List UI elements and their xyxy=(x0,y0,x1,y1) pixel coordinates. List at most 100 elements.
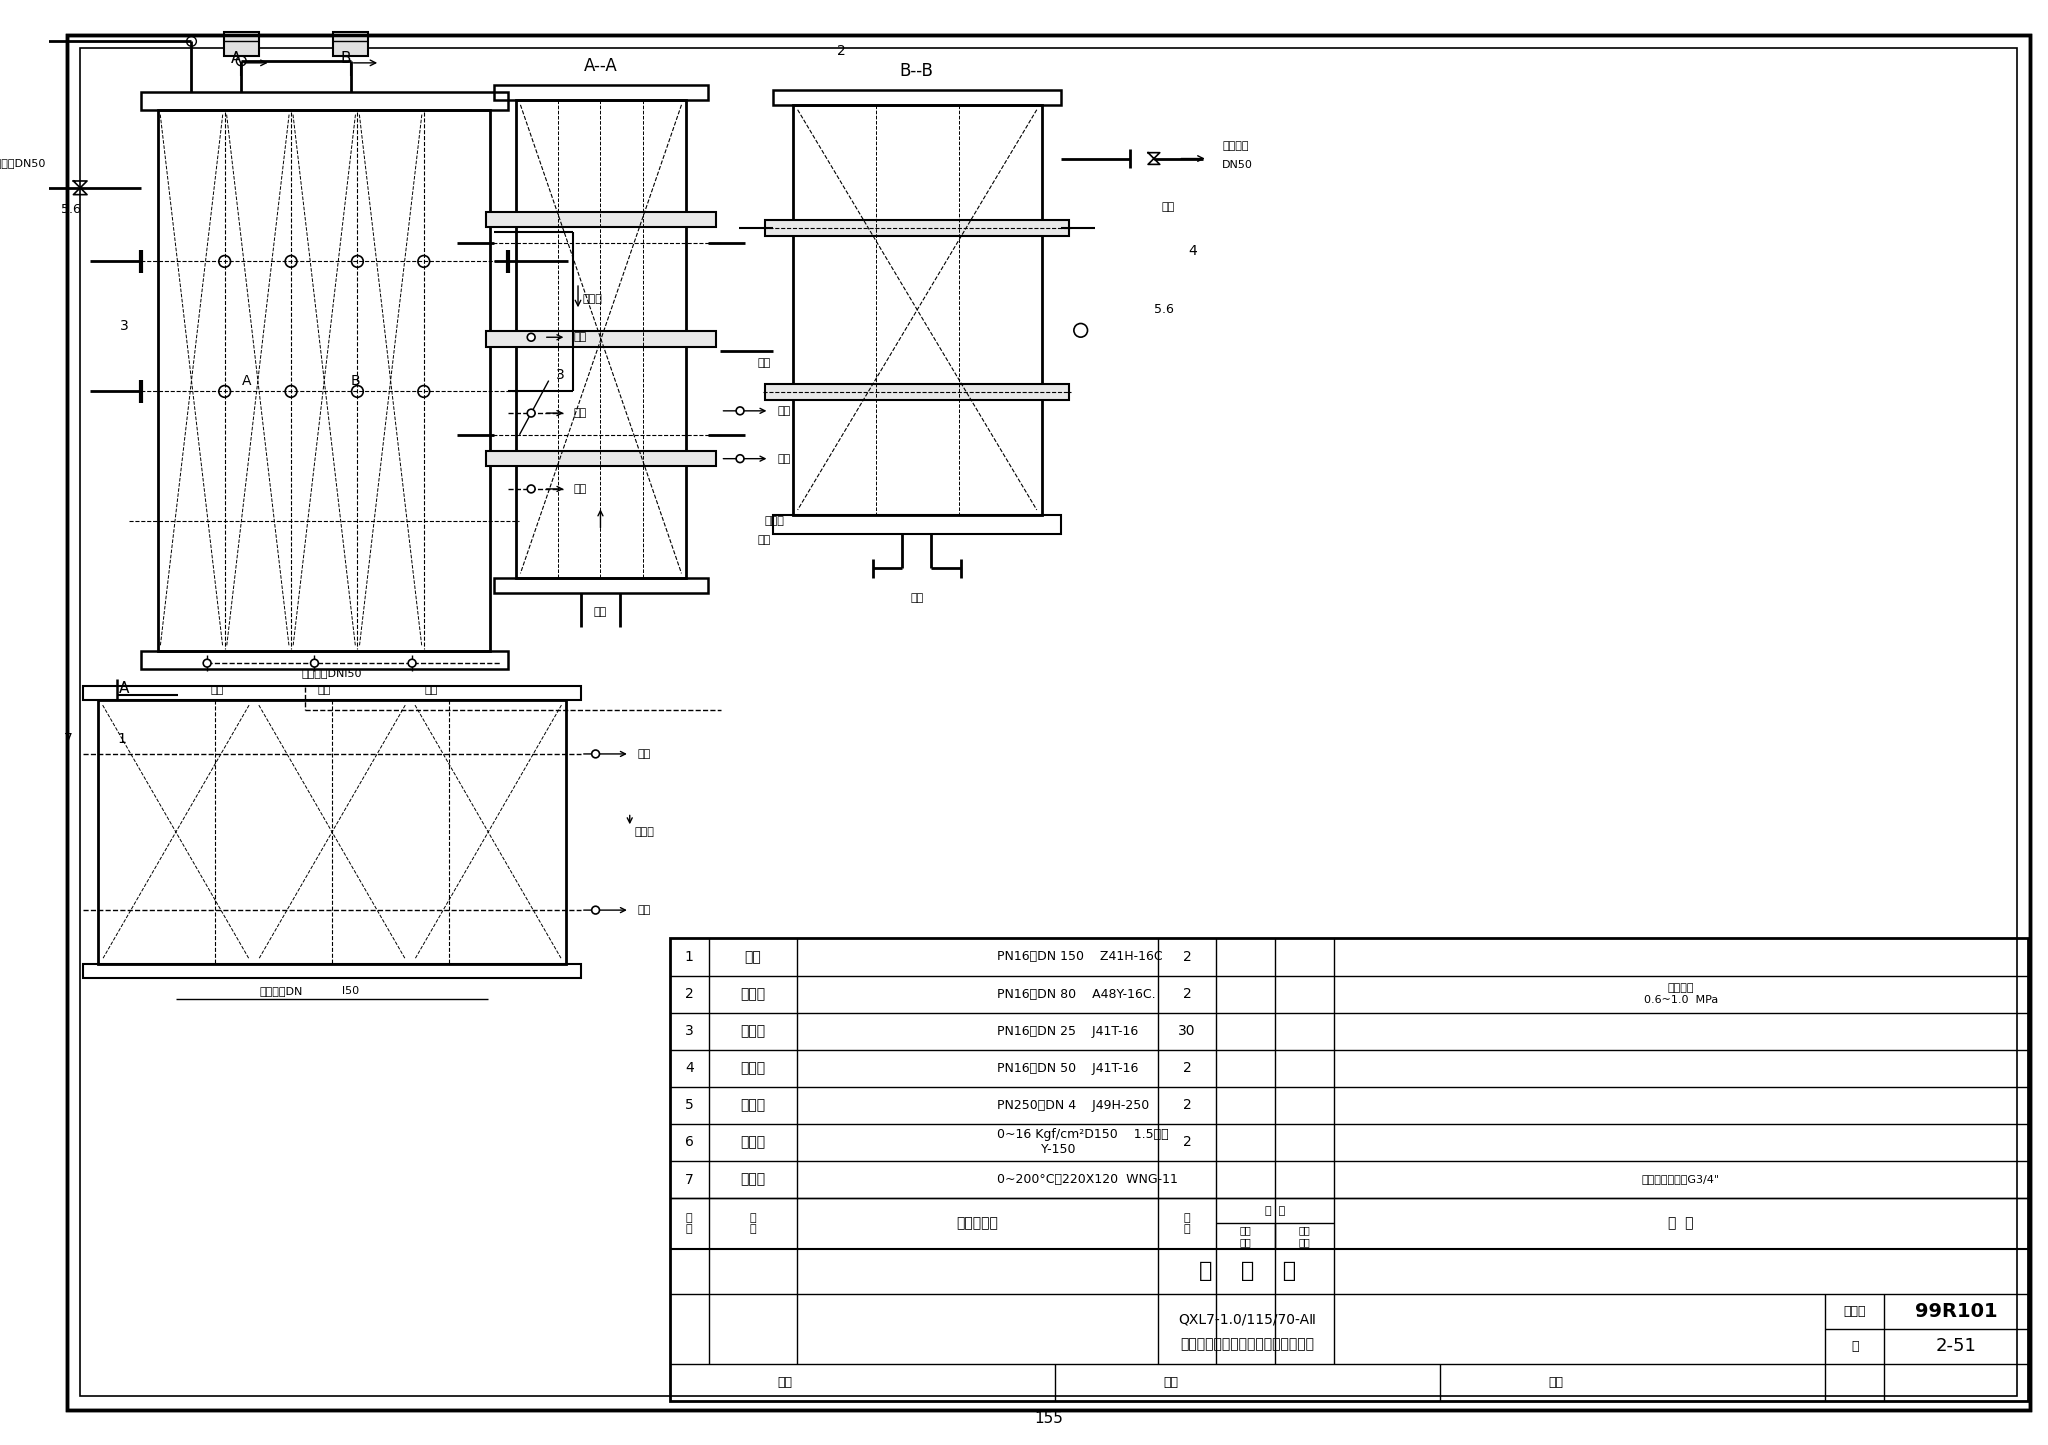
Text: 总计
重量: 总计 重量 xyxy=(1298,1225,1311,1247)
Text: 0~200°C，220X120  WNG-11: 0~200°C，220X120 WNG-11 xyxy=(997,1173,1178,1186)
Text: 重  量: 重 量 xyxy=(1266,1205,1284,1215)
Circle shape xyxy=(592,750,600,757)
Text: B: B xyxy=(340,52,350,66)
Text: 滤板: 滤板 xyxy=(1161,202,1176,212)
Bar xyxy=(494,578,709,592)
Circle shape xyxy=(526,334,535,341)
Text: 热水进口DN50: 热水进口DN50 xyxy=(0,159,45,169)
Text: 自来水: 自来水 xyxy=(584,295,602,305)
Text: 排管式热水锅炉管道、阀门、仪表图: 排管式热水锅炉管道、阀门、仪表图 xyxy=(1180,1338,1315,1351)
Text: 放气: 放气 xyxy=(317,685,332,695)
Circle shape xyxy=(735,455,743,462)
Circle shape xyxy=(592,906,600,915)
Text: 页: 页 xyxy=(1851,1340,1858,1353)
Bar xyxy=(334,32,369,56)
Text: 3: 3 xyxy=(557,368,565,381)
Text: 放气: 放气 xyxy=(758,535,772,545)
Text: 2: 2 xyxy=(1182,1136,1192,1149)
Text: PN16、DN 150    Z41H-16C: PN16、DN 150 Z41H-16C xyxy=(997,951,1163,964)
Bar xyxy=(793,105,1042,514)
Text: 99R101: 99R101 xyxy=(1915,1302,1997,1321)
Text: A: A xyxy=(231,52,242,66)
Text: 1: 1 xyxy=(117,733,127,746)
Bar xyxy=(158,110,489,652)
Bar xyxy=(485,212,715,227)
Text: 放气: 放气 xyxy=(211,685,223,695)
Text: 序
号: 序 号 xyxy=(686,1212,692,1234)
Text: A--A: A--A xyxy=(584,56,616,75)
Bar xyxy=(774,90,1061,105)
Text: 直形带套管接口G3/4": 直形带套管接口G3/4" xyxy=(1642,1175,1720,1185)
Text: 设计: 设计 xyxy=(1548,1376,1563,1389)
Text: 2-51: 2-51 xyxy=(1935,1338,1976,1355)
Text: l50: l50 xyxy=(342,985,358,996)
Text: 规格、型号: 规格、型号 xyxy=(956,1217,997,1231)
Text: 安全阀: 安全阀 xyxy=(739,987,766,1001)
Bar xyxy=(485,451,715,467)
Text: 压力表: 压力表 xyxy=(739,1136,766,1149)
Bar xyxy=(84,685,582,701)
Text: 1: 1 xyxy=(684,949,694,964)
Text: 2: 2 xyxy=(838,45,846,58)
Bar xyxy=(494,85,709,100)
Text: 放气: 放气 xyxy=(909,592,924,603)
Text: 明    细    表: 明 细 表 xyxy=(1198,1261,1296,1282)
Text: 30: 30 xyxy=(1178,1025,1196,1038)
Circle shape xyxy=(526,486,535,493)
Text: A: A xyxy=(119,681,129,696)
Circle shape xyxy=(408,659,416,668)
Text: 放水: 放水 xyxy=(637,749,651,759)
Text: 5.6: 5.6 xyxy=(1153,303,1174,316)
Bar xyxy=(774,514,1061,535)
Text: 5.6: 5.6 xyxy=(61,202,80,215)
Bar xyxy=(223,32,258,56)
Text: DN50: DN50 xyxy=(1223,160,1253,171)
Text: QXL7-1.0/115/70-AⅡ: QXL7-1.0/115/70-AⅡ xyxy=(1180,1312,1317,1327)
Text: 2: 2 xyxy=(1182,1098,1192,1113)
Text: 2: 2 xyxy=(1182,949,1192,964)
Text: 5: 5 xyxy=(684,1098,694,1113)
Bar xyxy=(485,331,715,347)
Text: 放气: 放气 xyxy=(758,358,772,368)
Text: 热水出口DN: 热水出口DN xyxy=(260,985,303,996)
Text: B--B: B--B xyxy=(899,62,934,79)
Text: 截止阀: 截止阀 xyxy=(739,1025,766,1038)
Text: PN16、DN 50    J41T-16: PN16、DN 50 J41T-16 xyxy=(997,1062,1139,1075)
Text: 放水: 放水 xyxy=(637,905,651,915)
Text: 4: 4 xyxy=(1188,244,1198,259)
Text: 3: 3 xyxy=(119,319,129,334)
Text: 校对: 校对 xyxy=(1163,1376,1178,1389)
Circle shape xyxy=(526,409,535,418)
Text: 2: 2 xyxy=(1182,987,1192,1001)
Text: 7: 7 xyxy=(684,1172,694,1186)
Text: 放水: 放水 xyxy=(573,332,586,342)
Text: 7: 7 xyxy=(63,733,74,746)
Text: 热水出口: 热水出口 xyxy=(1223,140,1249,150)
Text: 3: 3 xyxy=(684,1025,694,1038)
Bar xyxy=(141,652,508,669)
Circle shape xyxy=(203,659,211,668)
Text: 温度计: 温度计 xyxy=(739,1172,766,1186)
Text: 0~16 Kgf/cm²D150    1.5级表
           Y-150: 0~16 Kgf/cm²D150 1.5级表 Y-150 xyxy=(997,1129,1167,1156)
Text: 155: 155 xyxy=(1034,1412,1063,1426)
Text: 备  注: 备 注 xyxy=(1669,1217,1694,1231)
Text: 2: 2 xyxy=(1182,1061,1192,1075)
Bar xyxy=(670,938,2028,1402)
Text: PN16、DN 25    J41T-16: PN16、DN 25 J41T-16 xyxy=(997,1025,1139,1038)
Circle shape xyxy=(735,407,743,415)
Text: 热水进口DNl50: 热水进口DNl50 xyxy=(301,668,362,678)
Text: 放水: 放水 xyxy=(573,484,586,494)
Text: 放气: 放气 xyxy=(426,685,438,695)
Bar xyxy=(766,220,1069,236)
Bar xyxy=(84,964,582,978)
Text: 放水: 放水 xyxy=(573,407,586,418)
Text: 三通阀: 三通阀 xyxy=(739,1098,766,1113)
Circle shape xyxy=(311,659,317,668)
Text: 图集号: 图集号 xyxy=(1843,1305,1866,1318)
Text: PN16、DN 80    A48Y-16C.: PN16、DN 80 A48Y-16C. xyxy=(997,987,1155,1000)
Text: 名
称: 名 称 xyxy=(750,1212,756,1234)
Text: 自来水: 自来水 xyxy=(764,516,784,526)
Bar xyxy=(516,100,686,578)
Text: 自来水: 自来水 xyxy=(635,827,653,837)
Text: 工作压力
0.6~1.0  MPa: 工作压力 0.6~1.0 MPa xyxy=(1645,983,1718,1004)
